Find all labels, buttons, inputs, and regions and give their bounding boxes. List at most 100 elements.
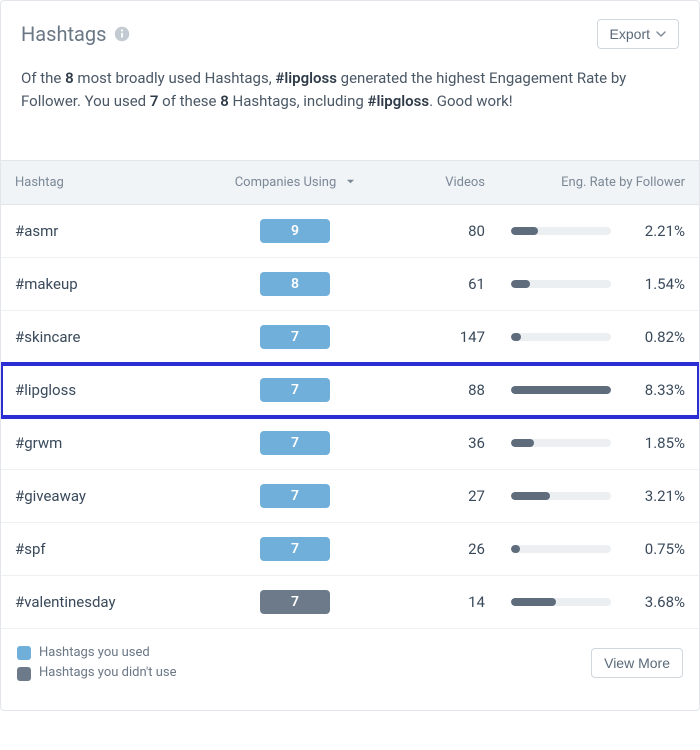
hashtag-cell: #spf bbox=[15, 540, 205, 558]
eng-cell: 1.85% bbox=[485, 434, 685, 452]
videos-cell: 14 bbox=[385, 593, 485, 611]
legend-notused-label: Hashtags you didn't use bbox=[39, 663, 177, 684]
summary-part: Hashtags, including bbox=[229, 92, 368, 110]
summary-part: most broadly used Hashtags, bbox=[74, 69, 276, 87]
col-header-companies[interactable]: Companies Using bbox=[205, 175, 385, 190]
table-body: #asmr980 2.21% #makeup 8 61 1.54% #skincare 7 14… bbox=[1, 205, 699, 629]
col-header-companies-label: Companies Using bbox=[235, 175, 337, 190]
companies-pill: 7 bbox=[260, 484, 330, 508]
eng-value: 1.54% bbox=[623, 275, 685, 293]
table-row[interactable]: #giveaway 7 27 3.21% bbox=[1, 470, 699, 523]
summary-bold: 8 bbox=[65, 69, 74, 87]
table-row[interactable]: #asmr980 2.21% bbox=[1, 205, 699, 258]
col-header-eng[interactable]: Eng. Rate by Follower bbox=[485, 175, 685, 190]
eng-value: 8.33% bbox=[623, 381, 685, 399]
hashtag-cell: #makeup bbox=[15, 275, 205, 293]
companies-pill: 7 bbox=[260, 590, 330, 614]
eng-cell: 0.75% bbox=[485, 540, 685, 558]
export-label: Export bbox=[610, 26, 650, 42]
col-header-videos[interactable]: Videos bbox=[385, 175, 485, 190]
info-icon[interactable] bbox=[114, 26, 130, 42]
table-row[interactable]: #skincare 7 147 0.82% bbox=[1, 311, 699, 364]
eng-value: 2.21% bbox=[623, 222, 685, 240]
legend-swatch-used bbox=[17, 646, 31, 660]
eng-sparkbar-fill bbox=[511, 545, 520, 553]
videos-cell: 80 bbox=[385, 222, 485, 240]
export-button[interactable]: Export bbox=[597, 19, 679, 49]
companies-pill: 7 bbox=[260, 378, 330, 402]
table-row[interactable]: #lipgloss 7 88 8.33% bbox=[1, 364, 699, 417]
eng-value: 3.21% bbox=[623, 487, 685, 505]
hashtag-cell: #lipgloss bbox=[15, 381, 205, 399]
legend-row-used: Hashtags you used bbox=[17, 643, 177, 664]
card-title: Hashtags bbox=[21, 22, 106, 46]
summary-bold: 8 bbox=[220, 92, 229, 110]
eng-value: 3.68% bbox=[623, 593, 685, 611]
eng-sparkbar bbox=[511, 439, 611, 447]
table-header-row: Hashtag Companies Using Videos Eng. Rate… bbox=[1, 160, 699, 205]
companies-pill: 7 bbox=[260, 537, 330, 561]
hashtag-cell: #valentinesday bbox=[15, 593, 205, 611]
videos-cell: 88 bbox=[385, 381, 485, 399]
eng-cell: 3.68% bbox=[485, 593, 685, 611]
eng-sparkbar bbox=[511, 227, 611, 235]
eng-sparkbar bbox=[511, 333, 611, 341]
legend-row-notused: Hashtags you didn't use bbox=[17, 663, 177, 684]
eng-sparkbar bbox=[511, 598, 611, 606]
sort-caret-down-icon bbox=[346, 175, 355, 190]
videos-cell: 36 bbox=[385, 434, 485, 452]
eng-cell: 2.21% bbox=[485, 222, 685, 240]
eng-sparkbar-fill bbox=[511, 386, 611, 394]
eng-cell: 0.82% bbox=[485, 328, 685, 346]
hashtag-cell: #giveaway bbox=[15, 487, 205, 505]
card-header: Hashtags Export bbox=[1, 1, 699, 63]
eng-sparkbar-fill bbox=[511, 492, 550, 500]
companies-pill: 7 bbox=[260, 431, 330, 455]
hashtag-cell: #asmr bbox=[15, 222, 205, 240]
table-row[interactable]: #spf 7 26 0.75% bbox=[1, 523, 699, 576]
legend: Hashtags you used Hashtags you didn't us… bbox=[17, 643, 177, 685]
legend-swatch-notused bbox=[17, 667, 31, 681]
legend-used-label: Hashtags you used bbox=[39, 643, 150, 664]
view-more-button[interactable]: View More bbox=[591, 648, 683, 678]
eng-cell: 1.54% bbox=[485, 275, 685, 293]
companies-cell: 7 bbox=[205, 590, 385, 614]
card-footer: Hashtags you used Hashtags you didn't us… bbox=[1, 629, 699, 711]
eng-sparkbar bbox=[511, 545, 611, 553]
chevron-down-icon bbox=[656, 26, 666, 42]
eng-sparkbar bbox=[511, 386, 611, 394]
videos-cell: 26 bbox=[385, 540, 485, 558]
eng-cell: 8.33% bbox=[485, 381, 685, 399]
hashtags-card: Hashtags Export Of the 8 most broadly us… bbox=[0, 0, 700, 711]
companies-cell: 7 bbox=[205, 378, 385, 402]
view-more-label: View More bbox=[604, 655, 670, 671]
videos-cell: 27 bbox=[385, 487, 485, 505]
companies-cell: 8 bbox=[205, 272, 385, 296]
companies-cell: 7 bbox=[205, 431, 385, 455]
eng-value: 0.82% bbox=[623, 328, 685, 346]
eng-sparkbar bbox=[511, 280, 611, 288]
companies-pill: 8 bbox=[260, 272, 330, 296]
eng-sparkbar-fill bbox=[511, 280, 530, 288]
companies-cell: 7 bbox=[205, 484, 385, 508]
table-row[interactable]: #grwm 7 36 1.85% bbox=[1, 417, 699, 470]
summary-bold: #lipgloss bbox=[275, 69, 337, 87]
table-row[interactable]: #valentinesday 7 14 3.68% bbox=[1, 576, 699, 629]
summary-bold: #lipgloss bbox=[368, 92, 430, 110]
col-header-hashtag[interactable]: Hashtag bbox=[15, 175, 205, 190]
companies-cell: 7 bbox=[205, 537, 385, 561]
companies-cell: 9 bbox=[205, 219, 385, 243]
summary-part: Of the bbox=[21, 69, 65, 87]
hashtag-cell: #grwm bbox=[15, 434, 205, 452]
videos-cell: 61 bbox=[385, 275, 485, 293]
eng-sparkbar bbox=[511, 492, 611, 500]
eng-value: 1.85% bbox=[623, 434, 685, 452]
eng-value: 0.75% bbox=[623, 540, 685, 558]
eng-sparkbar-fill bbox=[511, 333, 521, 341]
companies-cell: 7 bbox=[205, 325, 385, 349]
summary-text: Of the 8 most broadly used Hashtags, #li… bbox=[1, 63, 699, 160]
videos-cell: 147 bbox=[385, 328, 485, 346]
hashtag-cell: #skincare bbox=[15, 328, 205, 346]
table-row[interactable]: #makeup 8 61 1.54% bbox=[1, 258, 699, 311]
companies-pill: 7 bbox=[260, 325, 330, 349]
